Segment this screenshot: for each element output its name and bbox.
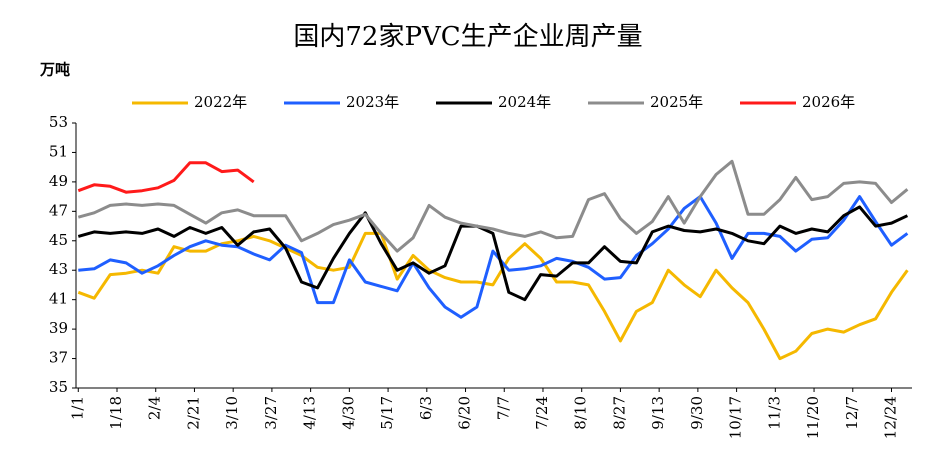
x-tick-label: 3/27 [262,396,280,430]
series-line [77,159,909,253]
x-tick-label: 9/30 [688,396,706,430]
y-axis-label: 万吨 [39,61,70,79]
x-tick-label: 1/18 [107,396,125,430]
chart-title: 国内72家PVC生产企业周产量 [293,22,642,52]
x-tick-label: 10/17 [727,396,745,439]
x-tick-label: 11/3 [765,396,783,430]
y-tick-label: 41 [49,290,68,308]
x-tick-label: 4/13 [301,396,319,430]
y-tick-label: 35 [49,378,68,396]
x-tick-label: 2/21 [184,396,202,430]
x-tick-label: 2/4 [146,396,164,420]
x-tick-label: 11/20 [804,396,822,439]
x-tick-label: 9/13 [649,396,667,430]
y-tick-label: 45 [49,231,68,249]
x-tick-label: 8/10 [572,396,590,430]
y-tick-label: 47 [49,201,68,219]
x-tick-label: 12/7 [843,396,861,430]
series-line [78,195,909,319]
x-tick-label: 12/24 [881,396,899,439]
legend-label: 2022年 [194,93,247,111]
y-tick-label: 51 [49,142,68,160]
legend-label: 2023年 [346,93,399,111]
y-tick-label: 43 [49,260,68,278]
x-tick-label: 4/30 [339,396,357,430]
legend-label: 2024年 [498,93,551,111]
legend-label: 2025年 [650,93,703,111]
x-tick-label: 8/27 [610,396,628,430]
x-tick-label: 7/24 [533,396,551,430]
y-tick-label: 37 [49,349,68,367]
y-tick-label: 53 [49,113,68,131]
y-tick-label: 39 [49,319,68,337]
x-tick-label: 5/17 [378,396,396,430]
x-tick-label: 1/1 [68,396,86,420]
x-tick-label: 6/20 [456,396,474,430]
series-line [77,231,909,361]
series-line [77,205,909,302]
series-line [77,161,255,194]
legend-label: 2026年 [802,93,855,111]
y-tick-label: 49 [49,172,68,190]
x-tick-label: 6/3 [417,396,435,420]
x-tick-label: 3/10 [223,396,241,430]
x-tick-label: 7/7 [494,396,512,420]
